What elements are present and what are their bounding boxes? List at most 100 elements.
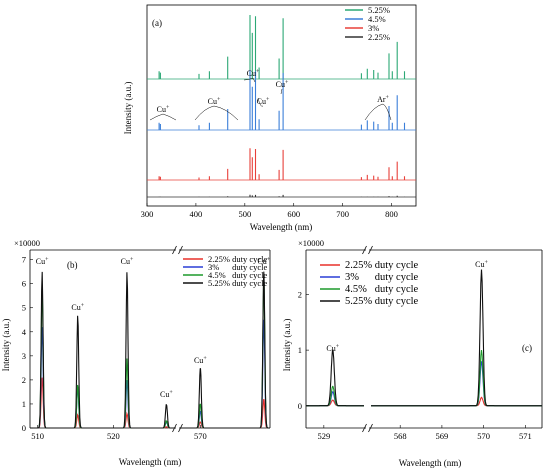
panel-a: (a) 5.25%4.5%3%2.25% 300 400 500 600 700 800 … bbox=[123, 4, 417, 232]
panel-b-spectra bbox=[30, 271, 270, 429]
panel-b-ytick-label: 1 bbox=[22, 399, 26, 409]
panel-a-annotation: Ar+ bbox=[377, 95, 389, 104]
panel-a-annotation: Cu+ bbox=[157, 105, 170, 114]
panel-b-label: (b) bbox=[67, 260, 78, 270]
panel-b-legend-label: 4.5% duty cycle bbox=[208, 270, 267, 280]
panel-b-series-3 bbox=[181, 271, 270, 429]
panel-b-ticks: 0 1 2 3 4 5 6 7 510 520 570 bbox=[22, 255, 207, 441]
panel-b-multiplier: ×10000 bbox=[14, 238, 40, 248]
panel-c-annotation: Cu+ bbox=[475, 260, 488, 269]
panel-b-annotation: Cu+ bbox=[36, 257, 49, 266]
panel-a-annotation: Cu+ bbox=[276, 80, 289, 89]
panel-c-legend-label: 2.25% duty cycle bbox=[345, 260, 419, 271]
panel-a-annotations: Cu+ Cu+ Cu+ Cu+ Cu+ Ar+ bbox=[149, 69, 392, 121]
panel-b-annotation: Cu+ bbox=[160, 390, 173, 399]
panel-a-annotation-arrow bbox=[364, 103, 384, 121]
panel-b-series-0 bbox=[181, 398, 270, 429]
panel-b-annotation: Cu+ bbox=[257, 257, 270, 266]
panel-c-multiplier: ×10000 bbox=[298, 238, 324, 248]
panel-c-legend-label: 5.25% duty cycle bbox=[345, 296, 419, 307]
panel-b-series-1 bbox=[30, 327, 174, 429]
panel-c-ylabel: Intensity (a.u.) bbox=[282, 319, 292, 372]
panel-c-legend-label: 4.5% duty cycle bbox=[345, 284, 419, 295]
panel-c-xtick-label: 529 bbox=[317, 431, 330, 441]
panel-a-series-0 bbox=[158, 15, 406, 79]
panel-b-ytick-label: 5 bbox=[22, 303, 26, 313]
panel-b-annotations: Cu+ Cu+ Cu+ Cu+ Cu+ Cu+ bbox=[36, 257, 271, 399]
panel-b-annotation: Cu+ bbox=[71, 303, 84, 312]
panel-c-xtick-label: 571 bbox=[519, 431, 532, 441]
panel-a-legend: 5.25%4.5%3%2.25% bbox=[345, 5, 390, 42]
panel-c-label: (c) bbox=[522, 343, 532, 353]
panel-b-ylabel: Intensity (a.u.) bbox=[1, 319, 11, 372]
panel-b-axis-break bbox=[172, 245, 183, 255]
panel-c-ytick-label: 2 bbox=[298, 290, 302, 300]
panel-b-ytick-label: 4 bbox=[22, 327, 27, 337]
panel-a-series-1 bbox=[158, 70, 406, 130]
panel-c-series-1 bbox=[371, 361, 542, 407]
panel-b-series-2 bbox=[30, 288, 174, 429]
panel-a-x-ticks: 300 400 500 600 700 800 bbox=[141, 203, 398, 219]
panel-a-annotation: Cu+ bbox=[208, 97, 221, 106]
panel-a-xtick-label: 300 bbox=[141, 209, 154, 219]
panel-a-spectra bbox=[147, 15, 416, 198]
panel-c-series-2 bbox=[371, 350, 542, 407]
panel-c: ×10000 0 1 2 529 568 569 570 571 2.25% duty cyc… bbox=[282, 238, 543, 468]
panel-a-ylabel: Intensity (a.u.) bbox=[123, 82, 133, 135]
panel-c-ytick-label: 1 bbox=[298, 345, 302, 355]
panel-a-xtick-label: 800 bbox=[385, 209, 398, 219]
panel-c-series-0 bbox=[371, 396, 542, 407]
panel-a-annotation-arrow bbox=[162, 113, 177, 121]
panel-a-xlabel: Wavelength (nm) bbox=[250, 222, 313, 232]
panel-b-xtick-label: 570 bbox=[194, 431, 207, 441]
panel-a-frame bbox=[146, 4, 417, 207]
panel-a-annotation-arrow bbox=[382, 103, 392, 121]
panel-a-label: (a) bbox=[152, 18, 162, 28]
panel-a-annotation: Cu+ bbox=[257, 97, 270, 106]
panel-c-ytick-label: 0 bbox=[298, 401, 302, 411]
panel-c-axis-break bbox=[362, 423, 373, 433]
panel-a-annotation-arrow bbox=[252, 77, 256, 83]
panel-c-legend-label: 3% duty cycle bbox=[345, 272, 419, 283]
panel-b-axis-break bbox=[172, 423, 183, 433]
panel-c-series-3 bbox=[306, 348, 364, 407]
panel-b-ytick-label: 0 bbox=[22, 423, 26, 433]
panel-c-axis-break bbox=[362, 245, 373, 255]
panel-b-xtick-label: 510 bbox=[31, 431, 44, 441]
panel-c-annotations: Cu+ Cu+ bbox=[326, 260, 488, 353]
panel-a-annotation-arrow bbox=[243, 77, 254, 81]
panel-a-xtick-label: 400 bbox=[190, 209, 203, 219]
panel-b-series-2 bbox=[181, 278, 270, 429]
panel-b-series-0 bbox=[30, 377, 174, 429]
panel-b-annotation: Cu+ bbox=[121, 257, 134, 266]
panel-b-legend-label: 3% duty cycle bbox=[208, 262, 267, 272]
panel-a-annotation-arrow bbox=[194, 105, 215, 121]
panel-c-xtick-label: 570 bbox=[477, 431, 490, 441]
panel-c-xtick-label: 569 bbox=[436, 431, 449, 441]
panel-c-series-3 bbox=[371, 269, 542, 407]
panel-b-annotation: Cu+ bbox=[194, 356, 207, 365]
panel-a-xtick-label: 500 bbox=[238, 209, 251, 219]
panel-c-spectra bbox=[306, 269, 542, 407]
panel-a-annotation-arrow bbox=[257, 97, 264, 107]
panel-b-legend-label: 2.25% duty cycle bbox=[208, 254, 267, 264]
panel-b: ×10000 0 1 2 3 4 5 6 7 510 520 570 2.25% duty cycl… bbox=[1, 238, 271, 467]
panel-a-xtick-label: 600 bbox=[287, 209, 300, 219]
panel-b-series-1 bbox=[181, 319, 270, 429]
panel-a-annotation-arrow bbox=[213, 105, 239, 121]
panel-a-xtick-label: 700 bbox=[336, 209, 349, 219]
panel-b-ytick-label: 6 bbox=[22, 279, 26, 289]
panel-b-ytick-label: 3 bbox=[22, 351, 26, 361]
panel-b-legend-label: 5.25% duty cycle bbox=[208, 278, 267, 288]
panel-a-series-3 bbox=[158, 194, 406, 197]
panel-c-xtick-label: 568 bbox=[394, 431, 407, 441]
panel-a-series-2 bbox=[158, 148, 406, 180]
panel-b-xtick-label: 520 bbox=[107, 431, 120, 441]
panel-a-legend-label: 3% bbox=[368, 23, 379, 33]
panel-c-xlabel: Wavelength (nm) bbox=[399, 458, 462, 468]
panel-a-legend-label: 5.25% bbox=[368, 5, 390, 15]
panel-a-annotation-arrow bbox=[149, 113, 164, 121]
panel-c-ticks: 0 1 2 529 568 569 570 571 bbox=[298, 290, 532, 442]
